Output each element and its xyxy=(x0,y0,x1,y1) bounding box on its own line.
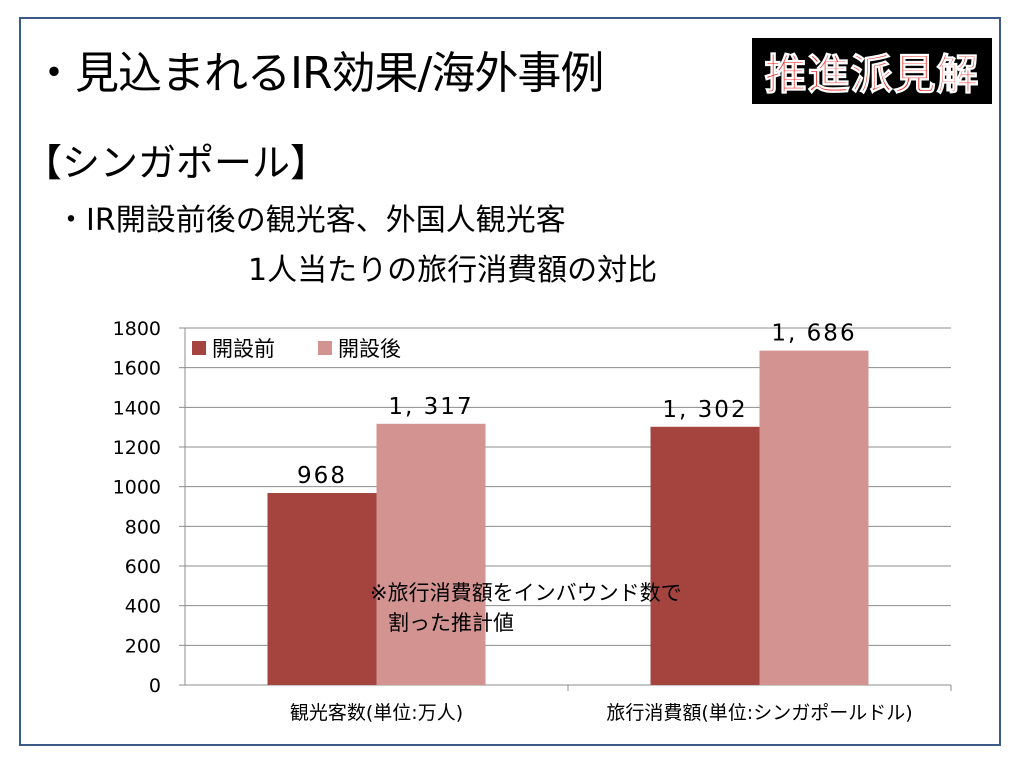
chart-footnote-line1: ※旅行消費額をインバウンド数で xyxy=(370,581,682,605)
stance-badge-label: 推進派見解 xyxy=(764,49,980,99)
y-tick-label: 400 xyxy=(125,596,161,618)
y-tick-label: 1200 xyxy=(113,437,161,459)
x-tick-label: 観光客数(単位:万人) xyxy=(290,702,463,724)
y-tick-label: 1800 xyxy=(113,318,161,340)
y-tick-label: 200 xyxy=(125,635,161,657)
x-tick-label: 旅行消費額(単位:シンガポールドル) xyxy=(606,702,912,724)
chart-footnote: ※旅行消費額をインバウンド数で 割った推計値 xyxy=(370,578,682,638)
data-label: 1, 686 xyxy=(771,321,856,347)
y-tick-label: 0 xyxy=(149,675,161,697)
slide-frame xyxy=(19,17,1001,746)
chart-heading-line1: ・IR開設前後の観光客、外国人観光客 xyxy=(56,203,566,238)
y-tick-label: 1600 xyxy=(113,358,161,380)
bar xyxy=(267,493,377,685)
legend-label: 開設前 xyxy=(212,337,275,361)
slide-title: ・見込まれるIR効果/海外事例 xyxy=(32,48,604,99)
legend-swatch xyxy=(318,341,332,355)
chart-heading-line2: 1人当たりの旅行消費額の対比 xyxy=(248,253,658,288)
data-label: 968 xyxy=(297,463,347,489)
bar xyxy=(376,423,486,685)
stance-badge: 推進派見解 xyxy=(752,38,992,104)
data-label: 1, 317 xyxy=(388,394,473,420)
y-tick-label: 1400 xyxy=(113,397,161,419)
y-tick-label: 800 xyxy=(125,516,161,538)
legend-label: 開設後 xyxy=(338,337,401,361)
y-tick-label: 600 xyxy=(125,556,161,578)
slide-subtitle: 【シンガポール】 xyxy=(24,141,329,185)
legend-swatch xyxy=(192,341,206,355)
chart-footnote-line2: 割った推計値 xyxy=(388,611,514,635)
bar xyxy=(650,426,760,685)
bar xyxy=(759,350,869,685)
data-label: 1, 302 xyxy=(662,397,747,423)
y-tick-label: 1000 xyxy=(113,477,161,499)
